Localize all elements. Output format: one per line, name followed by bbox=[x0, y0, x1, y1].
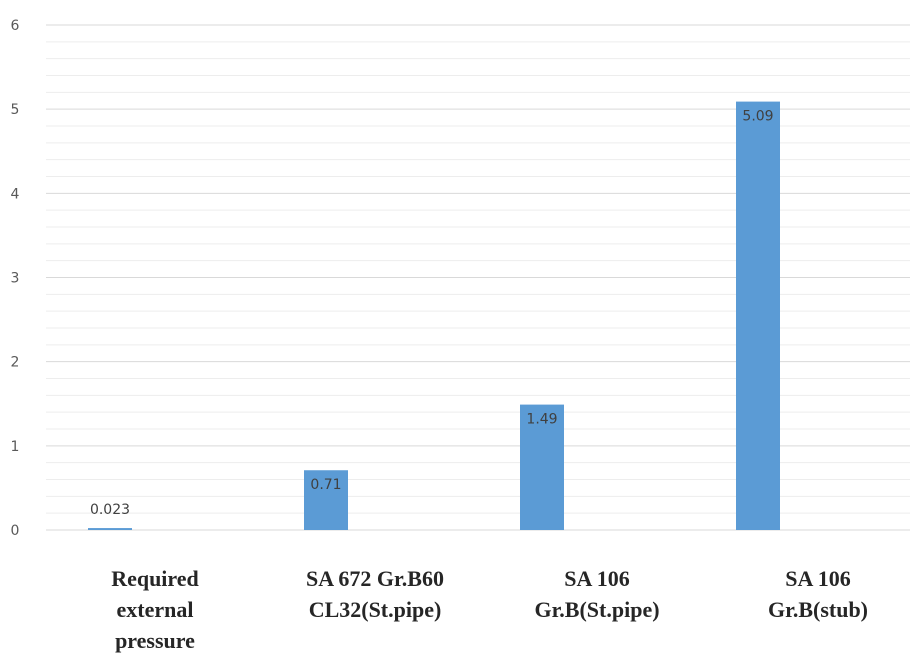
category-label-line: external bbox=[117, 597, 194, 622]
category-label: SA 672 Gr.B60 CL32(St.pipe) bbox=[306, 566, 444, 622]
category-label-line: SA 106 bbox=[785, 566, 850, 591]
y-tick-label: 4 bbox=[11, 186, 20, 202]
bar bbox=[304, 470, 348, 530]
category-label: SA 106 Gr.B(stub) bbox=[768, 566, 868, 622]
category-label-line: pressure bbox=[115, 628, 195, 653]
y-tick-label: 0 bbox=[11, 523, 20, 539]
data-label: 0.71 bbox=[310, 477, 341, 493]
data-label: 0.023 bbox=[90, 502, 130, 518]
category-label-line: SA 672 Gr.B60 bbox=[306, 566, 444, 591]
category-label-line: Gr.B(stub) bbox=[768, 597, 868, 622]
category-label-line: Required bbox=[111, 566, 199, 591]
y-axis-tick-labels: 0 1 2 3 4 5 6 bbox=[11, 18, 20, 539]
category-label-line: Gr.B(St.pipe) bbox=[534, 597, 659, 622]
data-label: 5.09 bbox=[742, 109, 773, 125]
y-tick-label: 2 bbox=[11, 355, 20, 371]
data-labels: 0.023 0.71 1.49 5.09 bbox=[90, 109, 774, 518]
y-tick-label: 1 bbox=[11, 439, 20, 455]
bars bbox=[88, 101, 780, 530]
y-tick-label: 3 bbox=[11, 271, 20, 287]
category-label: Required external pressure bbox=[111, 566, 199, 653]
y-tick-label: 6 bbox=[11, 18, 20, 34]
category-label: SA 106 Gr.B(St.pipe) bbox=[534, 566, 659, 622]
category-label-line: CL32(St.pipe) bbox=[309, 597, 442, 622]
category-label-line: SA 106 bbox=[564, 566, 629, 591]
bar bbox=[88, 528, 132, 530]
data-label: 1.49 bbox=[526, 412, 557, 428]
category-labels: Required external pressure SA 672 Gr.B60 CL3… bbox=[111, 566, 868, 653]
bar bbox=[520, 404, 564, 530]
bar bbox=[736, 101, 780, 530]
gridlines bbox=[46, 24, 910, 531]
y-tick-label: 5 bbox=[11, 102, 20, 118]
